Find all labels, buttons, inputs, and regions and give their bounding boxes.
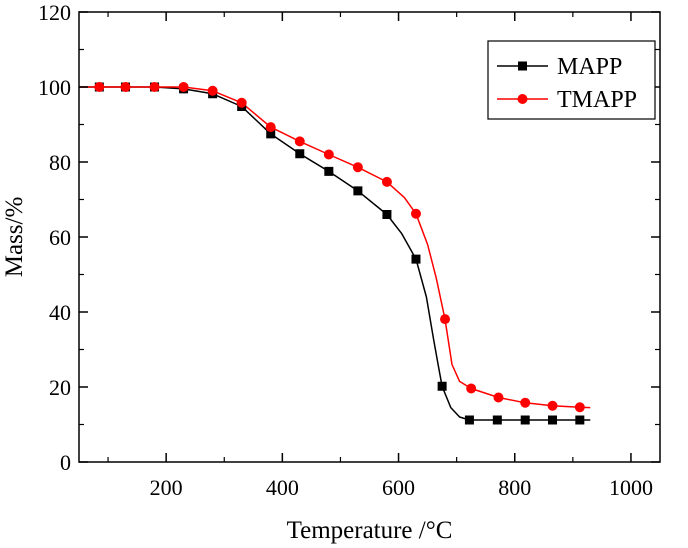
- series-line-tmapp: [79, 86, 591, 409]
- legend-label-mapp: MAPP: [557, 54, 622, 80]
- point-tmapp: [466, 383, 477, 394]
- y-tick-label-120: 120: [38, 0, 71, 25]
- legend-marker-tmapp: [517, 94, 528, 104]
- point-tmapp: [352, 162, 363, 173]
- point-tmapp: [547, 400, 558, 411]
- legend-label-tmapp: TMAPP: [557, 87, 637, 113]
- point-tmapp: [207, 85, 218, 96]
- point-mapp: [266, 129, 276, 139]
- y-tick-label-100: 100: [38, 75, 71, 100]
- point-tmapp: [294, 136, 305, 147]
- point-tmapp: [178, 82, 189, 92]
- point-tmapp: [149, 82, 160, 92]
- y-tick-label-40: 40: [49, 300, 71, 325]
- point-mapp: [411, 254, 421, 264]
- point-tmapp: [410, 208, 421, 219]
- point-mapp: [295, 149, 305, 159]
- legend-box: [487, 40, 656, 120]
- point-tmapp: [265, 122, 276, 133]
- point-tmapp: [440, 314, 451, 325]
- ticks-layer: [79, 11, 660, 463]
- y-axis-title: Mass/%: [1, 197, 28, 278]
- point-tmapp: [493, 392, 504, 403]
- point-mapp: [353, 186, 363, 196]
- point-mapp: [382, 210, 392, 219]
- markers-layer: [94, 82, 585, 425]
- point-tmapp: [520, 397, 531, 408]
- x-tick-label-1000: 1000: [609, 475, 653, 500]
- x-tick-label-600: 600: [382, 475, 415, 500]
- x-tick-label-800: 800: [498, 475, 531, 500]
- curves-layer: [79, 86, 591, 421]
- point-mapp: [464, 415, 474, 425]
- point-tmapp: [574, 402, 585, 413]
- point-tmapp: [94, 82, 105, 92]
- legend: MAPP TMAPP: [487, 40, 656, 120]
- point-tmapp: [323, 149, 334, 160]
- point-mapp: [492, 415, 502, 425]
- y-tick-label-20: 20: [49, 375, 71, 400]
- point-mapp: [324, 166, 334, 176]
- point-tmapp: [381, 176, 392, 187]
- legend-marker-mapp: [518, 61, 527, 71]
- series-line-mapp: [79, 86, 591, 421]
- y-tick-label-60: 60: [49, 225, 71, 250]
- point-mapp: [437, 381, 447, 391]
- x-tick-label-400: 400: [266, 475, 299, 500]
- point-tmapp: [236, 97, 247, 108]
- point-mapp: [520, 415, 530, 425]
- point-mapp: [575, 415, 585, 425]
- legend-entries: MAPP TMAPP: [497, 54, 637, 113]
- x-tick-label-200: 200: [150, 475, 183, 500]
- y-tick-label-0: 0: [60, 450, 71, 475]
- point-mapp: [548, 415, 558, 425]
- point-tmapp: [120, 82, 131, 92]
- y-tick-label-80: 80: [49, 150, 71, 175]
- tick-labels-layer: 200 400 600 800 1000 0 20 40 60 80 100 120: [38, 0, 653, 500]
- x-axis-title: Temperature /°C: [287, 517, 453, 544]
